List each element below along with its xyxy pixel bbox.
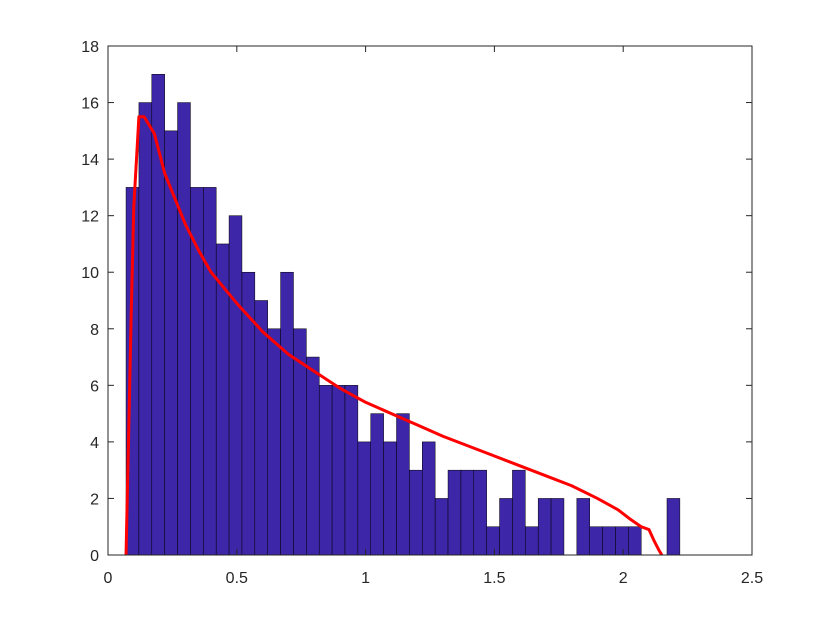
histogram-bar <box>383 441 397 556</box>
histogram-bar <box>486 526 500 556</box>
axes-box <box>107 45 753 556</box>
x-tick-label: 1 <box>361 570 370 587</box>
y-tick-label: 6 <box>90 378 99 395</box>
y-tick-label: 12 <box>81 209 99 226</box>
histogram-bar <box>164 130 178 556</box>
histogram-bar <box>203 187 217 556</box>
histogram-bar <box>537 498 552 556</box>
histogram-bar <box>447 469 462 556</box>
histogram-bar <box>422 441 436 556</box>
y-tick-label: 14 <box>81 152 99 169</box>
histogram-bar <box>280 271 294 556</box>
histogram-bar <box>473 469 487 556</box>
histogram-bar <box>499 498 513 556</box>
histogram-bar <box>177 102 191 556</box>
y-tick-label: 2 <box>90 491 99 508</box>
x-tick-label: 2 <box>619 570 628 587</box>
histogram-bar <box>267 328 281 556</box>
histogram-bar <box>138 102 153 556</box>
y-axis-ticks: 0 2 4 6 8 10 12 14 16 18 <box>81 39 752 565</box>
histogram-bar <box>306 356 320 556</box>
y-tick-label: 4 <box>90 435 99 452</box>
x-tick-label: 2.5 <box>741 570 763 587</box>
x-tick-label: 0.5 <box>226 570 248 587</box>
histogram-bar <box>331 385 346 556</box>
histogram-bar <box>370 413 384 556</box>
histogram-bar <box>409 469 423 556</box>
histogram-bar <box>666 498 681 556</box>
y-tick-label: 0 <box>90 548 99 565</box>
x-tick-label: 0 <box>104 570 113 587</box>
fit-curve <box>124 115 664 556</box>
histogram-bar <box>396 413 410 556</box>
histogram-bar <box>628 526 642 556</box>
histogram-bar <box>589 526 603 556</box>
histogram-bar <box>512 469 526 556</box>
histogram-bar <box>344 385 359 556</box>
y-tick-label: 10 <box>81 265 99 282</box>
y-tick-label: 16 <box>81 96 99 113</box>
histogram-bar <box>254 300 268 556</box>
histogram-bar <box>357 441 372 556</box>
histogram-bar <box>576 498 590 556</box>
y-tick-label: 18 <box>81 39 99 56</box>
histogram-bar <box>434 498 449 556</box>
histogram-bar <box>318 385 333 556</box>
x-tick-label: 1.5 <box>483 570 505 587</box>
histogram-bar <box>615 526 629 556</box>
histogram-bar <box>550 498 565 556</box>
histogram-bar <box>525 526 539 556</box>
histogram-bar <box>602 526 616 556</box>
x-axis-ticks: 0 0.5 1 1.5 2 2.5 <box>104 46 763 587</box>
histogram-bar <box>460 469 475 556</box>
y-tick-label: 8 <box>90 322 99 339</box>
histogram-bars <box>125 74 681 556</box>
histogram-bar <box>228 215 243 556</box>
histogram-bar <box>190 187 204 556</box>
